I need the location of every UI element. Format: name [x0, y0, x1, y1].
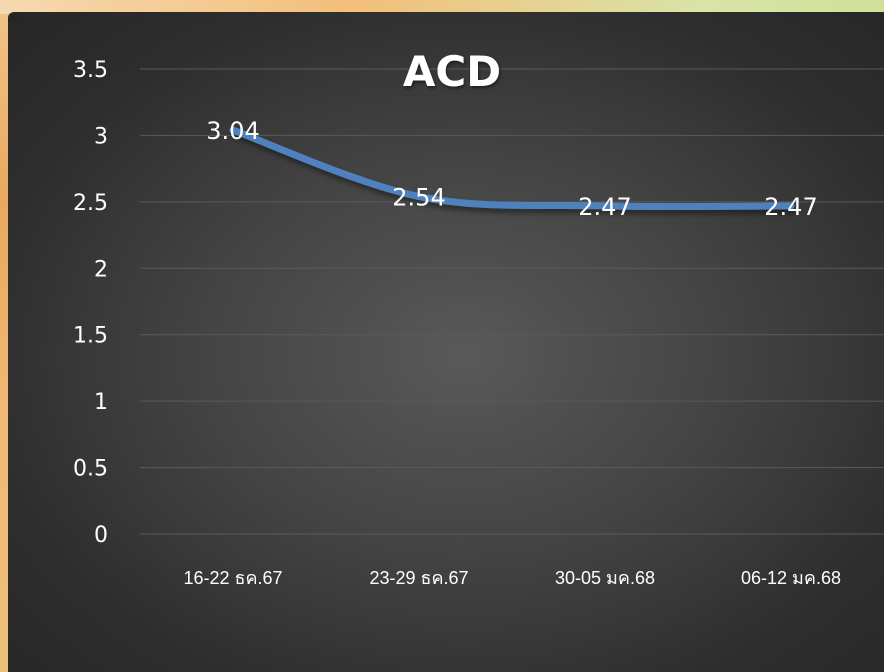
data-point [415, 193, 423, 201]
data-label: 2.47 [764, 193, 817, 221]
y-axis-ticks: 0 0.5 1 1.5 2 2.5 3 3.5 [73, 58, 108, 548]
y-tick-label: 0.5 [73, 457, 108, 482]
y-tick-label: 3 [94, 124, 108, 149]
x-tick-label: 16-22 ธค.67 [183, 568, 282, 588]
data-point [601, 202, 609, 210]
data-label: 2.54 [392, 184, 445, 212]
series-group [229, 126, 795, 211]
background-strip [0, 0, 884, 14]
data-labels: 3.04 2.54 2.47 2.47 [206, 117, 817, 221]
y-tick-label: 2.5 [73, 191, 108, 216]
x-tick-label: 06-12 มค.68 [741, 568, 841, 588]
series-line [229, 126, 795, 211]
y-tick-label: 3.5 [73, 58, 108, 83]
data-label: 3.04 [206, 117, 259, 145]
chart-panel [8, 12, 884, 672]
data-label: 2.47 [578, 193, 631, 221]
y-tick-label: 1.5 [73, 324, 108, 349]
chart-title: ACD [403, 47, 501, 96]
y-tick-label: 0 [94, 523, 108, 548]
data-point [229, 126, 237, 134]
x-axis-ticks: 16-22 ธค.67 23-29 ธค.67 30-05 มค.68 06-12 ม… [183, 568, 841, 588]
data-point [787, 202, 795, 210]
y-tick-label: 1 [94, 390, 108, 415]
x-tick-label: 23-29 ธค.67 [369, 568, 468, 588]
y-tick-label: 2 [94, 257, 108, 282]
x-tick-label: 30-05 มค.68 [555, 568, 655, 588]
